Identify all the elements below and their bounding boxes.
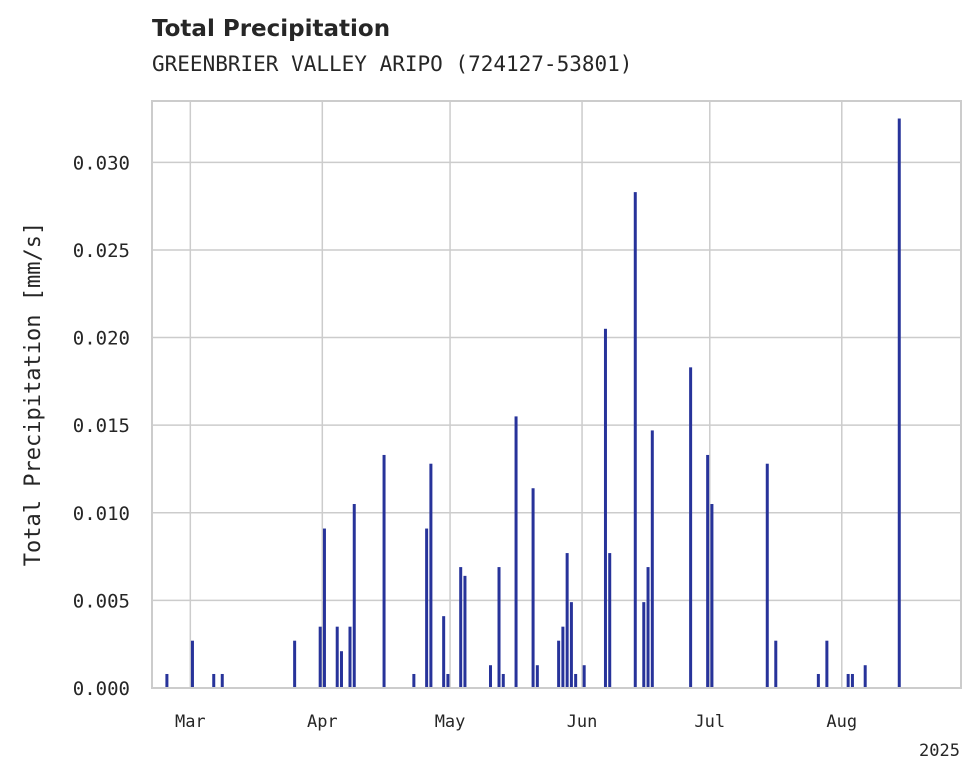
x-axis-year-label: 2025 (919, 741, 960, 761)
precipitation-bar (569, 602, 573, 688)
precipitation-bar (850, 673, 854, 688)
y-tick-label: 0.000 (73, 678, 130, 700)
x-tick-labels: Mar Apr May Jun Jul Aug (175, 712, 857, 732)
precipitation-bar (442, 616, 446, 688)
precipitation-bar (774, 640, 778, 688)
x-tick-label: Jun (567, 712, 598, 732)
precipitation-bar (429, 463, 433, 688)
precipitation-bar (825, 640, 829, 688)
precipitation-bar (220, 673, 224, 688)
precipitation-bar (863, 665, 867, 688)
precipitation-bar (689, 367, 693, 688)
precipitation-bar (190, 640, 194, 688)
plot-frame (151, 100, 962, 689)
precipitation-bar (646, 567, 650, 688)
x-tick-label: Jul (694, 712, 725, 732)
precipitation-bar (535, 665, 539, 688)
bar-layer (165, 118, 901, 688)
precipitation-bar (318, 626, 322, 688)
precipitation-bar (446, 673, 450, 688)
precipitation-bar (897, 118, 901, 688)
y-tick-label: 0.020 (73, 328, 130, 350)
y-tick-label: 0.010 (73, 503, 130, 525)
chart-title: Total Precipitation (152, 16, 391, 42)
precipitation-bar (501, 673, 505, 688)
precipitation-bar (489, 665, 493, 688)
precipitation-bar (425, 528, 429, 688)
precipitation-bar (335, 626, 339, 688)
x-tick-label: Aug (826, 712, 857, 732)
y-tick-label: 0.005 (73, 590, 130, 612)
x-tick-label: Mar (175, 712, 206, 732)
precipitation-bar (603, 328, 607, 688)
precipitation-bar (348, 626, 352, 688)
precipitation-bar (497, 567, 501, 688)
precipitation-bar (846, 673, 850, 688)
precipitation-bar (633, 192, 637, 688)
precipitation-bar (557, 640, 561, 688)
precipitation-bar (382, 454, 386, 688)
chart-subtitle: GREENBRIER VALLEY ARIPO (724127-53801) (152, 52, 633, 76)
y-tick-label: 0.015 (73, 415, 130, 437)
precipitation-bar (212, 673, 216, 688)
precipitation-bar (565, 553, 569, 688)
y-axis-label: Total Precipitation [mm/s] (21, 222, 46, 566)
grid-layer (152, 101, 961, 689)
precipitation-bar (710, 504, 714, 688)
precipitation-bar (165, 673, 169, 688)
precipitation-bar (352, 504, 356, 688)
precipitation-bar (412, 673, 416, 688)
x-tick-label: May (435, 712, 466, 732)
precipitation-bar (706, 454, 710, 688)
precipitation-bar (582, 665, 586, 688)
precipitation-bar (339, 651, 343, 688)
precipitation-bar (322, 528, 326, 688)
precipitation-bar (650, 430, 654, 688)
precipitation-bar (816, 673, 820, 688)
precipitation-bar (561, 626, 565, 688)
y-tick-label: 0.030 (73, 152, 130, 174)
precipitation-bar (608, 553, 612, 688)
y-tick-labels: 0.000 0.005 0.010 0.015 0.020 0.025 0.030 (73, 152, 130, 700)
precipitation-bar (463, 575, 467, 688)
precipitation-bar (514, 416, 518, 688)
y-tick-label: 0.025 (73, 240, 130, 262)
x-tick-label: Apr (307, 712, 338, 732)
precipitation-bar (459, 567, 463, 688)
precipitation-bar (574, 673, 578, 688)
precipitation-bar (293, 640, 297, 688)
precipitation-bar (642, 602, 646, 688)
precipitation-bar (765, 463, 769, 688)
precipitation-bar (531, 488, 535, 688)
